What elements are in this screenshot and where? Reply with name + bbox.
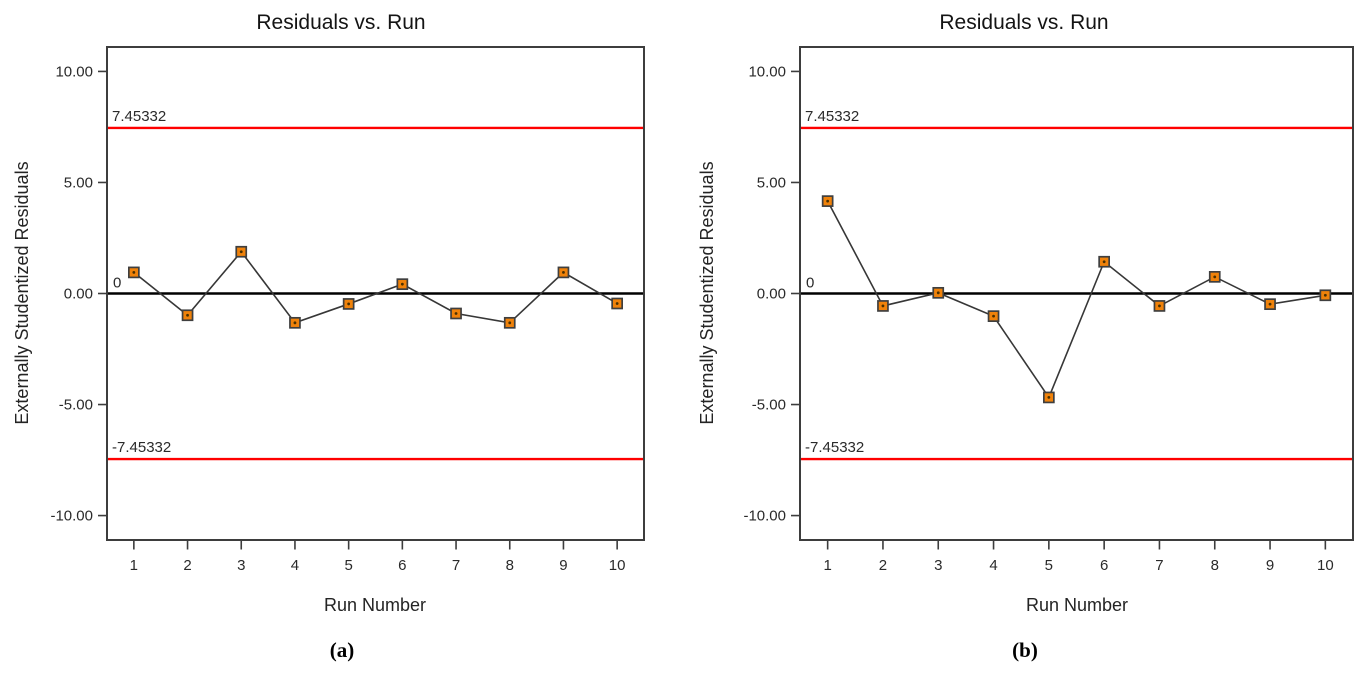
marker-dot [1268, 302, 1272, 306]
y-tick-label: -10.00 [743, 508, 786, 525]
x-tick-label: 4 [989, 557, 997, 574]
y-axis-title: Externally Studentized Residuals [12, 161, 32, 424]
plot-area-border [799, 46, 1354, 541]
x-tick-label: 2 [183, 557, 191, 574]
y-tick-label: 10.00 [55, 63, 93, 80]
x-tick-label: 7 [1155, 557, 1163, 574]
marker-dot [186, 313, 189, 317]
y-tick-label: -5.00 [59, 397, 93, 414]
marker-dot [1158, 304, 1161, 308]
zero-line-label: 0 [113, 275, 121, 292]
marker-dot [132, 271, 136, 274]
x-tick-label: 8 [1211, 557, 1219, 574]
x-tick-label: 9 [1266, 557, 1274, 574]
y-tick-label: -5.00 [752, 397, 786, 414]
plot-layer: 10.00 5.00 0.00 -5.00 -10.00 1 2 3 4 5 6 7 8 9 10 7.453… [743, 63, 1353, 574]
lower-limit-label: -7.45332 [112, 439, 171, 456]
x-tick-label: 6 [1100, 557, 1108, 574]
marker-dot [400, 282, 404, 286]
plot-layer: 10.00 5.00 0.00 -5.00 -10.00 1 2 3 4 5 6 7 8 9 10 7.453… [50, 63, 644, 574]
y-tick-label: 10.00 [748, 63, 786, 80]
y-tick-label: -10.00 [50, 508, 93, 525]
marker-dot [239, 250, 243, 254]
chart-panel-b: Residuals vs. Run 10.00 5.00 0.00 -5.00 -10.… [697, 11, 1354, 662]
y-tick-label: 0.00 [757, 286, 786, 303]
marker-dot [992, 314, 995, 318]
marker-dot [826, 199, 830, 203]
x-tick-label: 6 [398, 557, 406, 574]
upper-limit-label: 7.45332 [112, 108, 166, 125]
x-tick-label: 7 [452, 557, 460, 574]
x-tick-label: 3 [237, 557, 245, 574]
marker-dot [936, 291, 940, 295]
x-tick-label: 10 [1317, 557, 1334, 574]
chart-title: Residuals vs. Run [939, 11, 1108, 34]
x-tick-label: 10 [609, 557, 626, 574]
series-line [133, 250, 618, 324]
y-tick-label: 0.00 [64, 286, 93, 303]
y-tick-label: 5.00 [757, 174, 786, 191]
y-axis-title: Externally Studentized Residuals [697, 161, 717, 424]
x-tick-label: 8 [506, 557, 514, 574]
x-tick-label: 2 [879, 557, 887, 574]
marker-dot [1047, 396, 1051, 399]
marker-dot [562, 271, 565, 274]
x-tick-label: 3 [934, 557, 942, 574]
caption-a: (a) [330, 638, 355, 662]
x-tick-label: 1 [823, 557, 831, 574]
chart-title: Residuals vs. Run [256, 11, 425, 34]
marker-dot [454, 312, 458, 315]
x-tick-label: 4 [291, 557, 299, 574]
x-tick-label: 5 [344, 557, 352, 574]
chart-panel-a: Residuals vs. Run 10.00 5.00 0.00 -5.00 -10.… [12, 11, 645, 662]
marker-dot [347, 302, 351, 306]
x-tick-label: 5 [1045, 557, 1053, 574]
marker-dot [1213, 275, 1217, 279]
plot-area-border [106, 46, 645, 541]
marker-dot [1102, 260, 1106, 264]
x-axis-title: Run Number [1026, 595, 1128, 615]
zero-line-label: 0 [806, 275, 814, 292]
marker-dot [508, 321, 512, 325]
marker-dot [1323, 293, 1327, 297]
caption-b: (b) [1012, 638, 1038, 662]
x-tick-label: 9 [559, 557, 567, 574]
x-axis-title: Run Number [324, 595, 426, 615]
x-tick-label: 1 [130, 557, 138, 574]
marker-dot [881, 304, 885, 308]
marker-dot [615, 302, 619, 305]
lower-limit-label: -7.45332 [805, 439, 864, 456]
marker-dot [293, 321, 297, 325]
series-line [826, 200, 1326, 400]
y-tick-label: 5.00 [64, 174, 93, 191]
upper-limit-label: 7.45332 [805, 108, 859, 125]
